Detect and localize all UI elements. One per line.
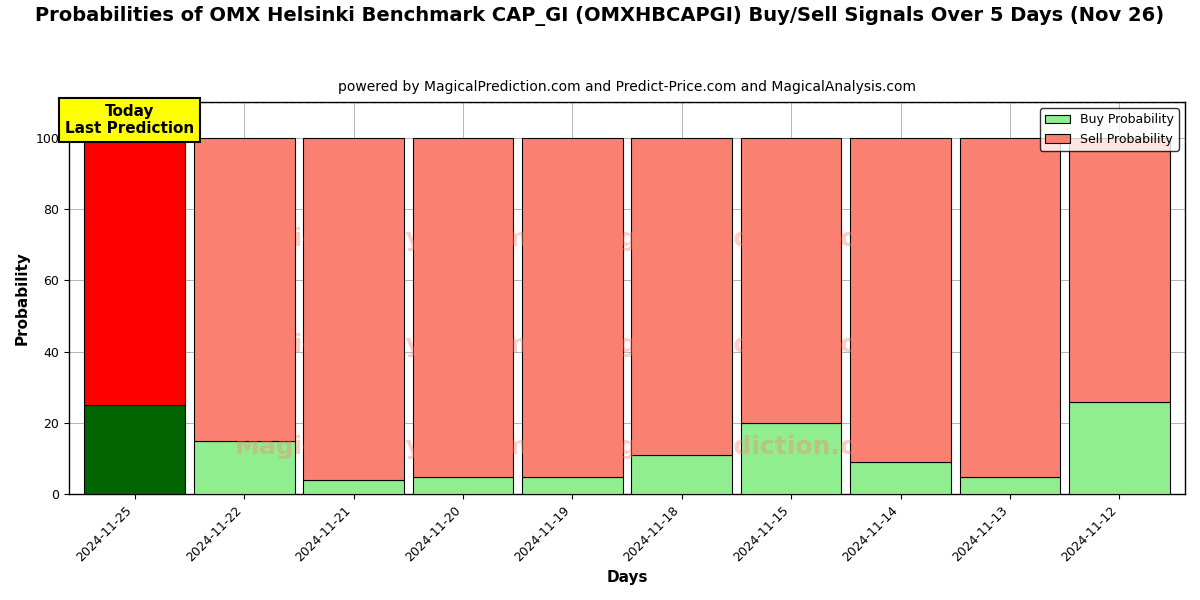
Bar [522,138,623,476]
Bar [740,423,841,494]
Title: powered by MagicalPrediction.com and Predict-Price.com and MagicalAnalysis.com: powered by MagicalPrediction.com and Pre… [338,80,916,94]
Bar [631,138,732,455]
Bar [84,138,185,405]
Text: Today
Last Prediction: Today Last Prediction [65,104,194,136]
Text: Probabilities of OMX Helsinki Benchmark CAP_GI (OMXHBCAPGI) Buy/Sell Signals Ove: Probabilities of OMX Helsinki Benchmark … [36,6,1164,26]
Text: MagicalAnalysis.com: MagicalAnalysis.com [235,436,528,460]
X-axis label: Days: Days [606,570,648,585]
Bar [631,455,732,494]
Bar [851,463,950,494]
Text: MagicalAnalysis.com: MagicalAnalysis.com [235,227,528,251]
Bar [304,138,404,480]
Bar [413,476,514,494]
Bar [1069,138,1170,402]
Text: MagicalPrediction.com: MagicalPrediction.com [578,334,899,358]
Bar [740,138,841,423]
Bar [413,138,514,476]
Legend: Buy Probability, Sell Probability: Buy Probability, Sell Probability [1040,109,1178,151]
Text: MagicalAnalysis.com: MagicalAnalysis.com [235,334,528,358]
Bar [960,138,1061,476]
Bar [960,476,1061,494]
Bar [304,480,404,494]
Bar [194,138,294,441]
Bar [851,138,950,463]
Bar [522,476,623,494]
Bar [1069,402,1170,494]
Bar [194,441,294,494]
Text: MagicalPrediction.com: MagicalPrediction.com [578,436,899,460]
Text: MagicalPrediction.com: MagicalPrediction.com [578,227,899,251]
Bar [84,405,185,494]
Y-axis label: Probability: Probability [16,251,30,345]
